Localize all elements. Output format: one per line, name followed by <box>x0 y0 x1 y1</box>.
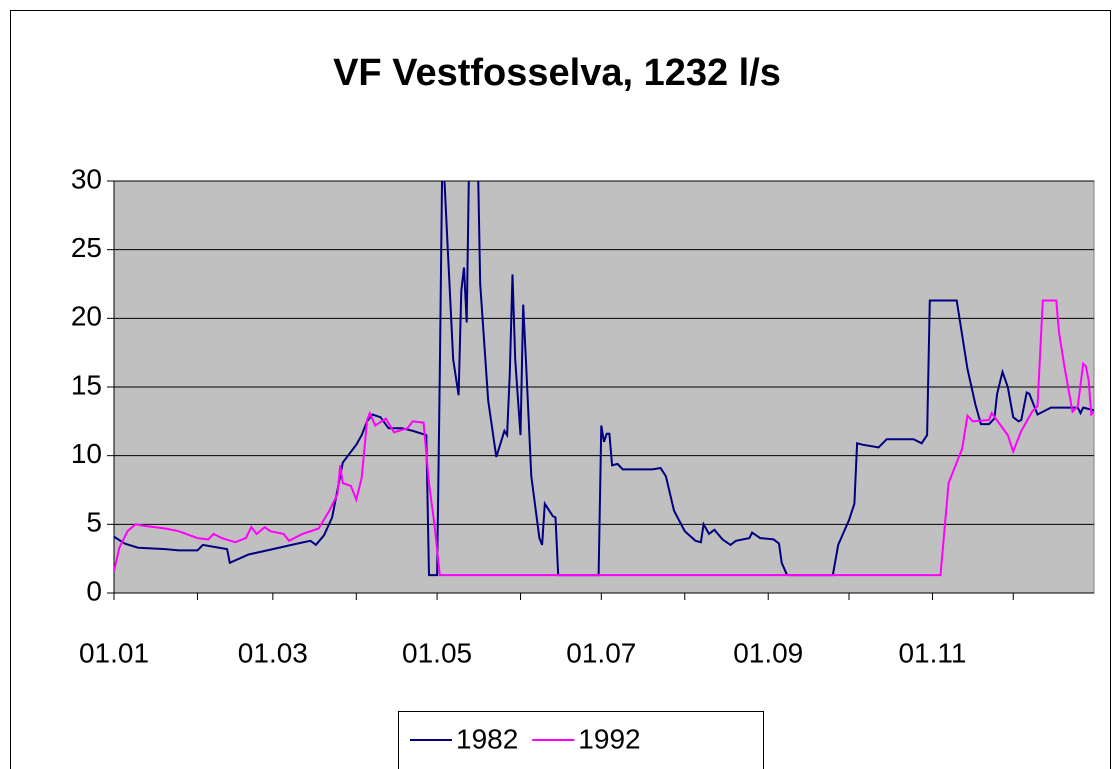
x-tick-label: 01.05 <box>402 637 472 668</box>
x-tick-label: 01.03 <box>238 637 308 668</box>
legend-label: 1992 <box>578 723 640 754</box>
x-tick-label: 01.01 <box>79 637 149 668</box>
chart-title: VF Vestfosselva, 1232 l/s <box>333 52 781 94</box>
y-tick-label: 20 <box>71 301 102 332</box>
x-tick-label: 01.11 <box>898 637 966 668</box>
y-tick-label: 5 <box>86 507 102 538</box>
legend-label: 1982 <box>456 723 518 754</box>
series-line <box>114 299 1094 577</box>
legend-box <box>398 711 764 769</box>
x-tick-label: 01.07 <box>566 637 636 668</box>
plot-lines <box>114 181 1094 577</box>
y-tick-label: 15 <box>71 369 102 400</box>
y-tick-label: 30 <box>71 163 102 194</box>
y-tick-label: 0 <box>86 575 102 606</box>
y-tick-label: 25 <box>71 232 102 263</box>
x-tick-label: 01.09 <box>733 637 803 668</box>
y-tick-label: 10 <box>71 438 102 469</box>
